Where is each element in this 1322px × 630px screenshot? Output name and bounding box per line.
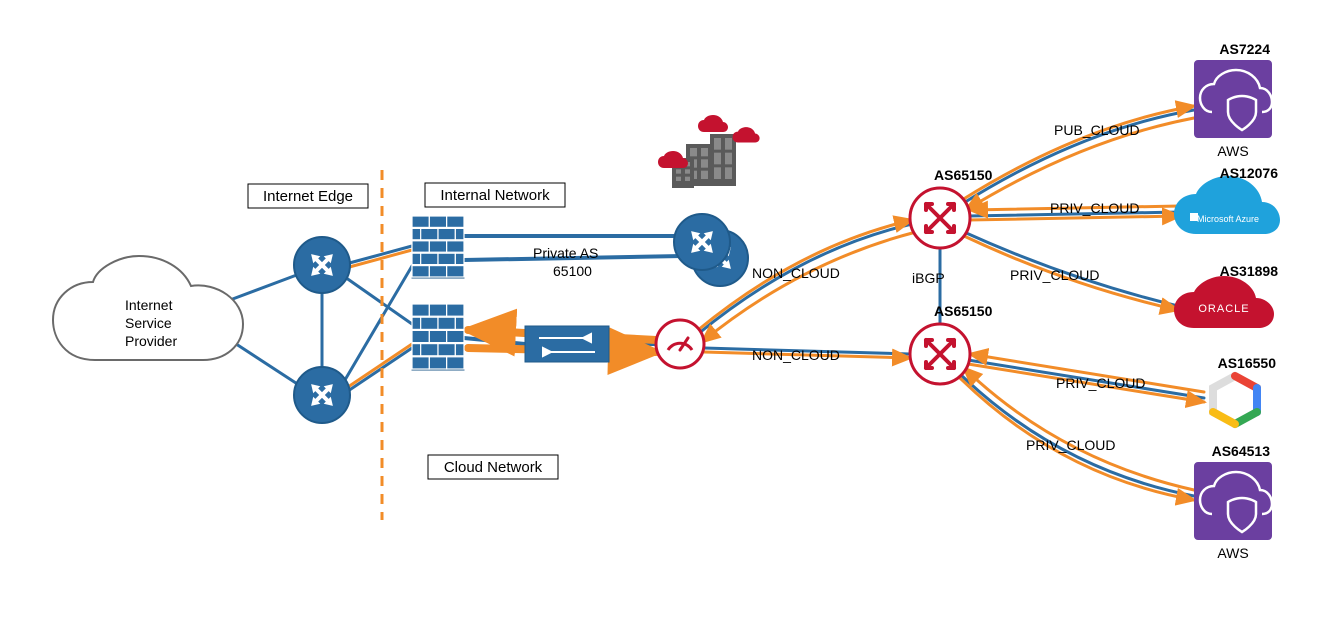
edge-label-privCloud2: PRIV_CLOUD	[1010, 267, 1099, 283]
load-balancer	[525, 326, 609, 362]
svg-text:AWS: AWS	[1217, 143, 1248, 159]
svg-text:Microsoft Azure: Microsoft Azure	[1197, 214, 1259, 224]
cloud-gcp: AS16550	[1213, 355, 1276, 424]
edge-label-nonCloud2: NON_CLOUD	[752, 347, 840, 363]
svg-text:AS16550: AS16550	[1218, 355, 1277, 371]
firewall-2	[412, 304, 464, 370]
cloud-aws-2: AS64513 AWS	[1194, 443, 1272, 561]
isp-cloud: Internet Service Provider	[53, 256, 243, 360]
router-internal-1	[674, 214, 730, 270]
firewall-1	[412, 216, 464, 278]
svg-text:AS65150: AS65150	[934, 303, 993, 319]
cloud-oracle: ORACLE AS31898	[1174, 263, 1278, 328]
private-as-label-1: Private AS	[533, 245, 598, 261]
svg-text:ORACLE: ORACLE	[1198, 303, 1249, 315]
zone-internetEdge: Internet Edge	[248, 184, 368, 208]
ibgp-label: iBGP	[912, 270, 945, 286]
svg-text:Provider: Provider	[125, 333, 177, 349]
svg-text:Service: Service	[125, 315, 172, 331]
edge-label-privCloud1: PRIV_CLOUD	[1050, 200, 1139, 216]
svg-text:AWS: AWS	[1217, 545, 1248, 561]
equinix-1: AS65150	[910, 167, 993, 248]
edge-label-privCloud3: PRIV_CLOUD	[1056, 375, 1145, 391]
router-edge-1	[294, 237, 350, 293]
svg-text:AS65150: AS65150	[934, 167, 993, 183]
zone-internalNetwork: Internal Network	[425, 183, 565, 207]
router-edge-2	[294, 367, 350, 423]
zone-cloudNetwork-label: Cloud Network	[444, 459, 543, 476]
svg-text:AS7224: AS7224	[1219, 41, 1270, 57]
datacenter-buildings	[658, 115, 760, 188]
svg-text:AS31898: AS31898	[1220, 263, 1279, 279]
svg-text:Internet: Internet	[125, 297, 173, 313]
zone-internetEdge-label: Internet Edge	[263, 188, 353, 205]
link-isp-edge1	[230, 273, 302, 300]
cloud-azure: Microsoft Azure AS12076	[1174, 165, 1280, 234]
edge-label-privCloud4: PRIV_CLOUD	[1026, 437, 1115, 453]
svg-text:AS64513: AS64513	[1212, 443, 1271, 459]
cloud-aws-1: AS7224 AWS	[1194, 41, 1272, 159]
svg-text:AS12076: AS12076	[1220, 165, 1279, 181]
link-isp-edge2	[230, 340, 302, 387]
edge-label-pubCloud: PUB_CLOUD	[1054, 122, 1140, 138]
zone-cloudNetwork: Cloud Network	[428, 455, 558, 479]
zone-internalNetwork-label: Internal Network	[440, 187, 550, 204]
private-as-label-2: 65100	[553, 263, 592, 279]
edge-label-nonCloud1: NON_CLOUD	[752, 265, 840, 281]
gauge-icon	[656, 320, 704, 368]
equinix-2: AS65150	[910, 303, 993, 384]
